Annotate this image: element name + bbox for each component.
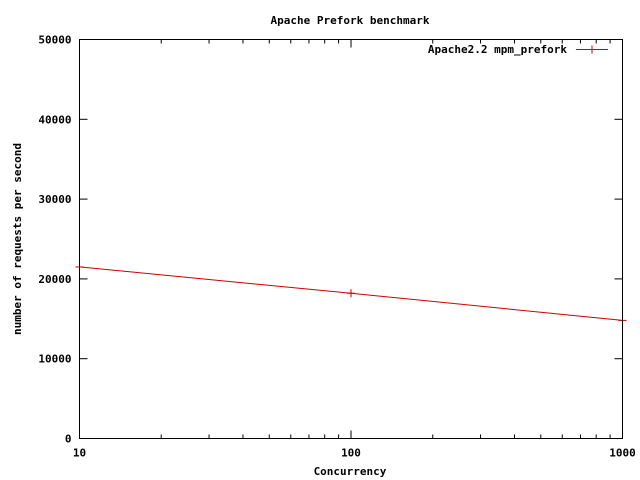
y-tick-label: 30000 xyxy=(38,193,71,206)
legend-label: Apache2.2 mpm_prefork xyxy=(428,43,567,56)
chart-title: Apache Prefork benchmark xyxy=(271,14,430,27)
legend: Apache2.2 mpm_prefork xyxy=(428,43,608,56)
x-tick-label: 10 xyxy=(73,447,86,460)
y-axis-label: number of requests per second xyxy=(11,143,24,335)
axis-ticks: 0 10000 20000 30000 40000 50000 10 100 1000 xyxy=(38,34,635,460)
y-tick-label: 40000 xyxy=(38,113,71,126)
y-tick-label: 0 xyxy=(65,433,72,446)
x-tick-label: 100 xyxy=(341,447,361,460)
x-axis-label: Concurrency xyxy=(314,465,387,478)
plot-frame xyxy=(79,39,623,439)
series-group xyxy=(75,262,627,325)
y-tick-label: 10000 xyxy=(38,353,71,366)
x-tick-label: 1000 xyxy=(609,447,636,460)
y-tick-label: 50000 xyxy=(38,34,71,47)
y-tick-label: 20000 xyxy=(38,273,71,286)
data-point-marker xyxy=(347,289,355,298)
